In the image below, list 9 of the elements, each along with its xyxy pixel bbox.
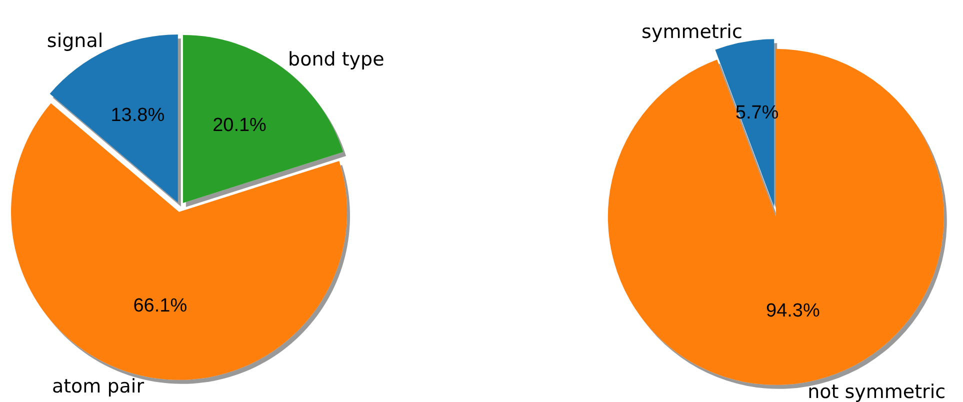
slice-label: not symmetric: [808, 381, 946, 402]
data-label: 20.1%: [212, 115, 267, 136]
slice-label: signal: [46, 30, 104, 52]
data-label: 66.1%: [133, 295, 188, 316]
slice-label: atom pair: [52, 375, 144, 398]
data-label: 13.8%: [110, 105, 165, 126]
slice-label: symmetric: [642, 20, 742, 43]
slice-label: bond type: [288, 48, 384, 70]
data-label: 94.3%: [766, 300, 820, 322]
